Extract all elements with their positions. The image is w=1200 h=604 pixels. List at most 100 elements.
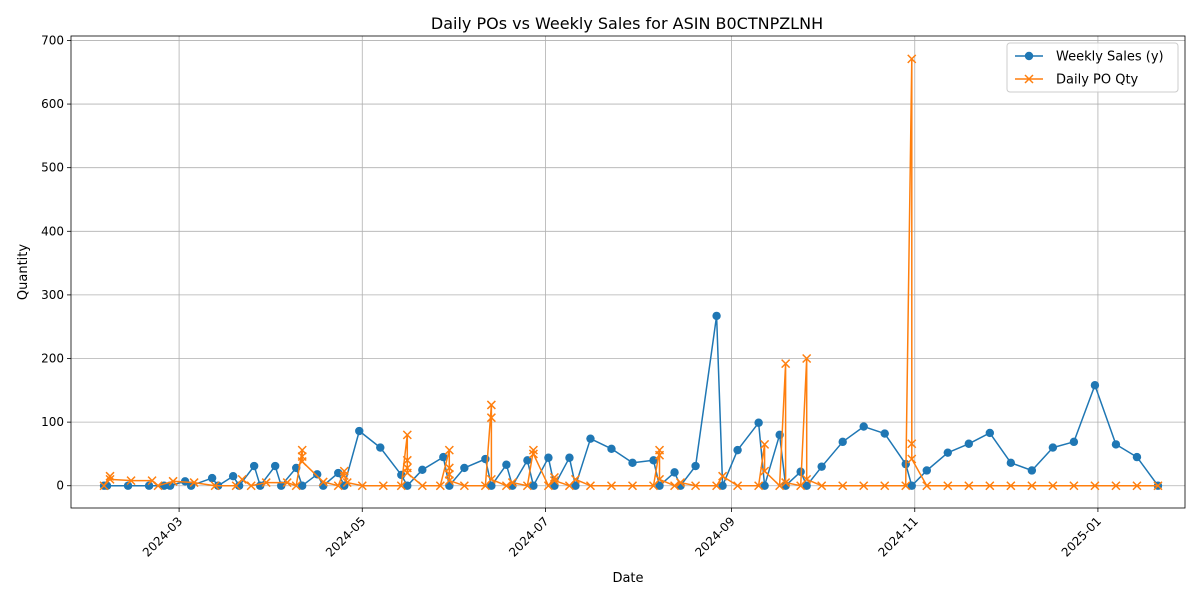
data-point-daily-po xyxy=(459,481,469,491)
data-point-daily-po xyxy=(760,466,770,476)
data-point-daily-po xyxy=(528,449,538,459)
data-point-daily-po xyxy=(606,481,617,491)
legend: Weekly Sales (y) Daily PO Qty xyxy=(1006,42,1179,93)
data-point-daily-po xyxy=(775,481,785,491)
data-point-daily-po xyxy=(378,481,388,491)
data-point-weekly-sales xyxy=(859,422,868,431)
data-point-daily-po xyxy=(261,478,271,488)
data-point-daily-po xyxy=(781,478,791,488)
data-point-weekly-sales xyxy=(276,481,286,490)
data-point-daily-po xyxy=(339,471,349,481)
legend-label-daily-po: Daily PO Qty xyxy=(1056,73,1139,88)
data-point-daily-po xyxy=(549,472,559,482)
data-point-weekly-sales xyxy=(964,439,974,448)
data-point-daily-po xyxy=(1006,481,1016,491)
data-point-daily-po xyxy=(528,445,538,455)
data-point-daily-po xyxy=(627,481,638,491)
data-point-daily-po xyxy=(1153,481,1163,491)
data-point-daily-po xyxy=(570,474,580,484)
data-point-weekly-sales xyxy=(487,481,496,490)
y-axis-label: Quantity xyxy=(16,244,31,300)
data-point-weekly-sales xyxy=(1069,437,1079,447)
data-point-daily-po xyxy=(859,481,869,491)
legend-box xyxy=(1006,42,1179,93)
data-point-daily-po xyxy=(585,481,595,491)
legend-marker-weekly-sales xyxy=(1024,51,1034,61)
data-point-daily-po xyxy=(691,481,701,491)
data-point-daily-po xyxy=(907,439,917,449)
data-point-daily-po xyxy=(1069,481,1079,491)
data-point-weekly-sales xyxy=(691,461,700,471)
data-point-weekly-sales xyxy=(985,428,995,438)
data-point-weekly-sales xyxy=(418,465,427,475)
data-point-daily-po xyxy=(907,54,917,64)
data-point-daily-po xyxy=(802,353,812,364)
data-point-daily-po xyxy=(1090,481,1100,491)
data-point-daily-po xyxy=(396,481,406,491)
data-point-daily-po xyxy=(282,478,292,488)
data-point-daily-po xyxy=(402,430,412,440)
data-point-daily-po xyxy=(1132,481,1142,491)
data-point-weekly-sales xyxy=(523,456,532,465)
data-point-daily-po xyxy=(670,481,680,491)
data-point-daily-po xyxy=(754,481,764,491)
data-point-daily-po xyxy=(817,481,827,491)
series-layer xyxy=(99,54,1163,491)
data-point-weekly-sales xyxy=(1006,458,1016,468)
data-point-daily-po xyxy=(444,476,454,486)
data-point-daily-po xyxy=(1027,481,1037,491)
data-point-weekly-sales xyxy=(907,481,916,490)
data-point-daily-po xyxy=(486,400,496,410)
data-point-weekly-sales xyxy=(802,481,811,490)
data-point-daily-po xyxy=(522,481,532,491)
data-point-daily-po xyxy=(985,481,995,491)
data-point-daily-po xyxy=(549,476,559,486)
data-point-weekly-sales xyxy=(439,452,448,462)
plot-frame xyxy=(70,35,1186,509)
data-point-daily-po xyxy=(922,481,932,491)
data-point-weekly-sales xyxy=(1048,443,1058,452)
data-point-weekly-sales xyxy=(1111,440,1121,449)
data-point-weekly-sales xyxy=(376,443,385,452)
data-point-daily-po xyxy=(342,478,352,488)
data-point-weekly-sales xyxy=(270,461,280,471)
data-point-daily-po xyxy=(486,413,496,423)
legend-label-weekly-sales: Weekly Sales (y) xyxy=(1056,50,1164,65)
data-point-weekly-sales xyxy=(718,481,727,490)
data-point-daily-po xyxy=(318,477,328,487)
data-point-daily-po xyxy=(189,478,199,488)
data-point-weekly-sales xyxy=(607,444,616,454)
x-axis-label: Date xyxy=(612,571,643,586)
data-point-weekly-sales xyxy=(754,418,763,427)
data-point-daily-po xyxy=(237,474,247,484)
data-point-weekly-sales xyxy=(529,481,538,490)
data-point-weekly-sales xyxy=(123,481,133,490)
data-point-daily-po xyxy=(402,455,412,465)
data-point-daily-po xyxy=(1111,481,1121,491)
data-point-daily-po xyxy=(901,481,911,491)
y-tick-label: 300 xyxy=(41,288,64,302)
y-tick-label: 200 xyxy=(41,352,64,366)
data-point-weekly-sales xyxy=(180,477,190,486)
chart-title: Daily POs vs Weekly Sales for ASIN B0CTN… xyxy=(431,14,823,33)
data-point-weekly-sales xyxy=(1132,452,1142,462)
y-tick-label: 700 xyxy=(41,33,64,47)
data-point-weekly-sales xyxy=(355,426,364,436)
data-point-daily-po xyxy=(126,476,136,486)
data-point-weekly-sales xyxy=(880,429,889,438)
legend-marker-daily-po xyxy=(1024,74,1034,84)
data-point-daily-po xyxy=(654,474,665,484)
data-point-weekly-sales xyxy=(817,462,826,471)
data-point-daily-po xyxy=(964,481,974,491)
data-point-daily-po xyxy=(501,481,511,491)
data-point-daily-po xyxy=(246,481,256,491)
data-point-daily-po xyxy=(880,481,890,491)
data-point-weekly-sales xyxy=(733,445,742,455)
y-tick-label: 100 xyxy=(41,415,64,429)
y-tick-label: 400 xyxy=(41,224,64,238)
data-point-weekly-sales xyxy=(502,460,511,469)
data-point-weekly-sales xyxy=(207,473,217,483)
data-point-daily-po xyxy=(802,474,812,484)
y-axis: 0 100 200 300 400 500 600 700 xyxy=(41,33,71,493)
